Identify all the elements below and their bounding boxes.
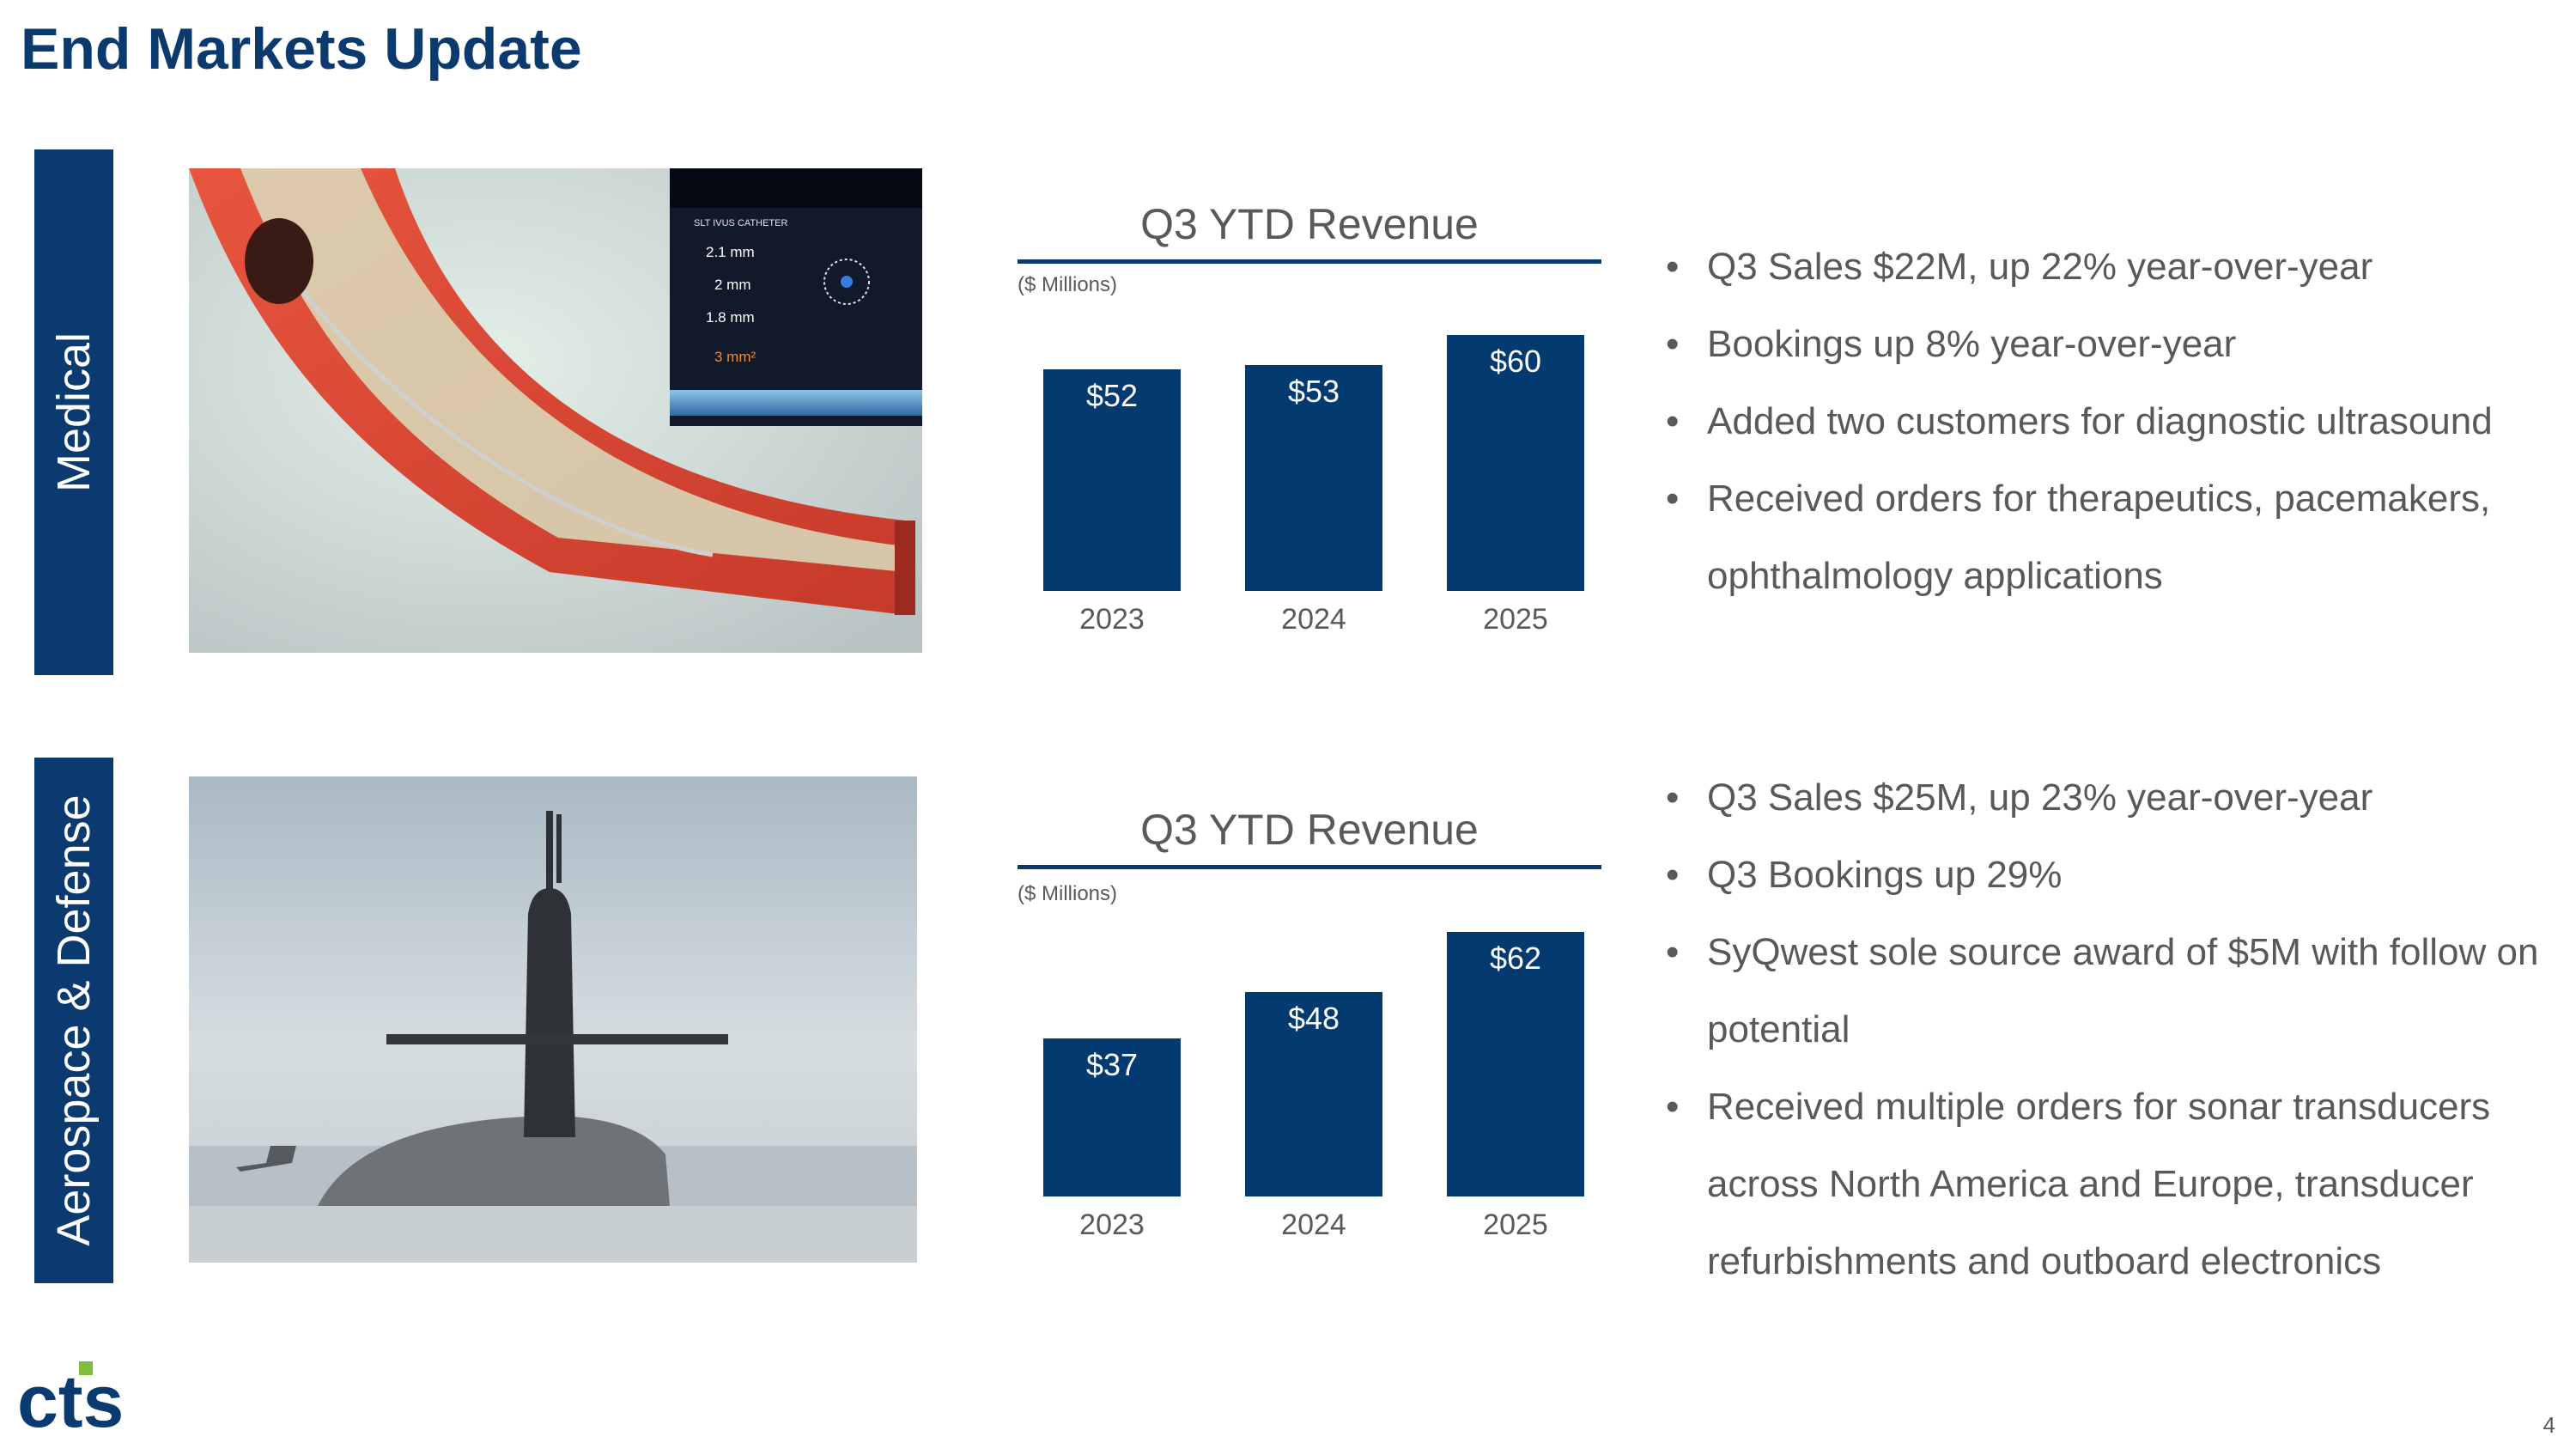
- bar-2024: [1245, 991, 1382, 1196]
- bullet-item: Q3 Sales $25M, up 23% year-over-year: [1666, 759, 2559, 837]
- overlay-value: 2 mm: [714, 277, 751, 293]
- overlay-header-bar: [670, 168, 922, 208]
- bar-2024: [1245, 364, 1382, 591]
- aerospace-bullets: Q3 Sales $25M, up 23% year-over-year Q3 …: [1666, 759, 2559, 1300]
- section-label-text: Medical: [48, 332, 100, 493]
- x-axis-label: 2025: [1483, 1209, 1548, 1241]
- bar-2025: [1447, 932, 1584, 1196]
- bar-data-label: $37: [1085, 1047, 1139, 1083]
- overlay-heading: SLT IVUS CATHETER: [694, 218, 788, 228]
- submarine-photo: [189, 776, 917, 1263]
- ultrasound-strip: [670, 390, 922, 416]
- x-axis-label: 2024: [1281, 1209, 1346, 1241]
- bullet-item: Q3 Sales $22M, up 22% year-over-year: [1666, 228, 2559, 306]
- catheter-image: SLT IVUS CATHETER 2.1 mm 2 mm 1.8 mm 3 m…: [189, 168, 922, 653]
- bullet-item: Bookings up 8% year-over-year: [1666, 306, 2559, 383]
- bullet-item: Added two customers for diagnostic ultra…: [1666, 383, 2559, 460]
- bar-2023: [1043, 1038, 1181, 1196]
- page-number: 4: [2543, 1412, 2555, 1438]
- section-label-text: Aerospace & Defense: [48, 795, 100, 1246]
- x-axis-label: 2025: [1483, 603, 1548, 636]
- bullet-item: Received orders for therapeutics, pacema…: [1666, 460, 2559, 615]
- medical-bullets: Q3 Sales $22M, up 22% year-over-year Boo…: [1666, 228, 2559, 615]
- bar-data-label: $48: [1287, 1000, 1340, 1036]
- bar-2025: [1447, 334, 1584, 591]
- submarine-image: [189, 776, 917, 1263]
- cts-logo-icon: cts: [17, 1361, 124, 1443]
- vessel-cross-section-icon: [823, 259, 870, 305]
- bar-data-label: $62: [1489, 941, 1542, 976]
- bar-2023: [1043, 368, 1181, 591]
- overlay-value: 2.1 mm: [706, 244, 755, 260]
- chart-unit-label: ($ Millions): [1018, 273, 1118, 296]
- company-logo: cts: [17, 1361, 155, 1443]
- overlay-value: 1.8 mm: [706, 309, 755, 326]
- x-axis-label: 2023: [1079, 1209, 1145, 1241]
- bar-data-label: $52: [1085, 377, 1139, 413]
- aerospace-revenue-chart: Q3 YTD Revenue ($ Millions) $37 2023 $48 20…: [1018, 795, 1601, 1258]
- chart-unit-label: ($ Millions): [1018, 882, 1118, 905]
- chart-title-rule: [1018, 865, 1601, 869]
- chart-title-rule: [1018, 259, 1601, 264]
- bullet-item: Q3 Bookings up 29%: [1666, 837, 2559, 914]
- page-title: End Markets Update: [21, 16, 582, 82]
- bar-data-label: $53: [1287, 373, 1340, 409]
- overlay-value: 3 mm²: [714, 349, 756, 365]
- section-label-aerospace-defense: Aerospace & Defense: [34, 758, 113, 1283]
- medical-revenue-chart: Q3 YTD Revenue ($ Millions) $52 2023 $53 20…: [1018, 189, 1601, 653]
- bullet-item: SyQwest sole source award of $5M with fo…: [1666, 914, 2559, 1068]
- bullet-item: Received multiple orders for sonar trans…: [1666, 1068, 2559, 1300]
- x-axis-label: 2023: [1079, 603, 1145, 636]
- x-axis-label: 2024: [1281, 603, 1346, 636]
- chart-title: Q3 YTD Revenue: [1140, 200, 1479, 248]
- chart-title: Q3 YTD Revenue: [1140, 806, 1479, 854]
- bar-data-label: $60: [1489, 343, 1542, 379]
- logo-text: cts: [17, 1361, 124, 1434]
- ivus-overlay-panel: SLT IVUS CATHETER 2.1 mm 2 mm 1.8 mm 3 m…: [670, 168, 922, 426]
- section-label-medical: Medical: [34, 149, 113, 675]
